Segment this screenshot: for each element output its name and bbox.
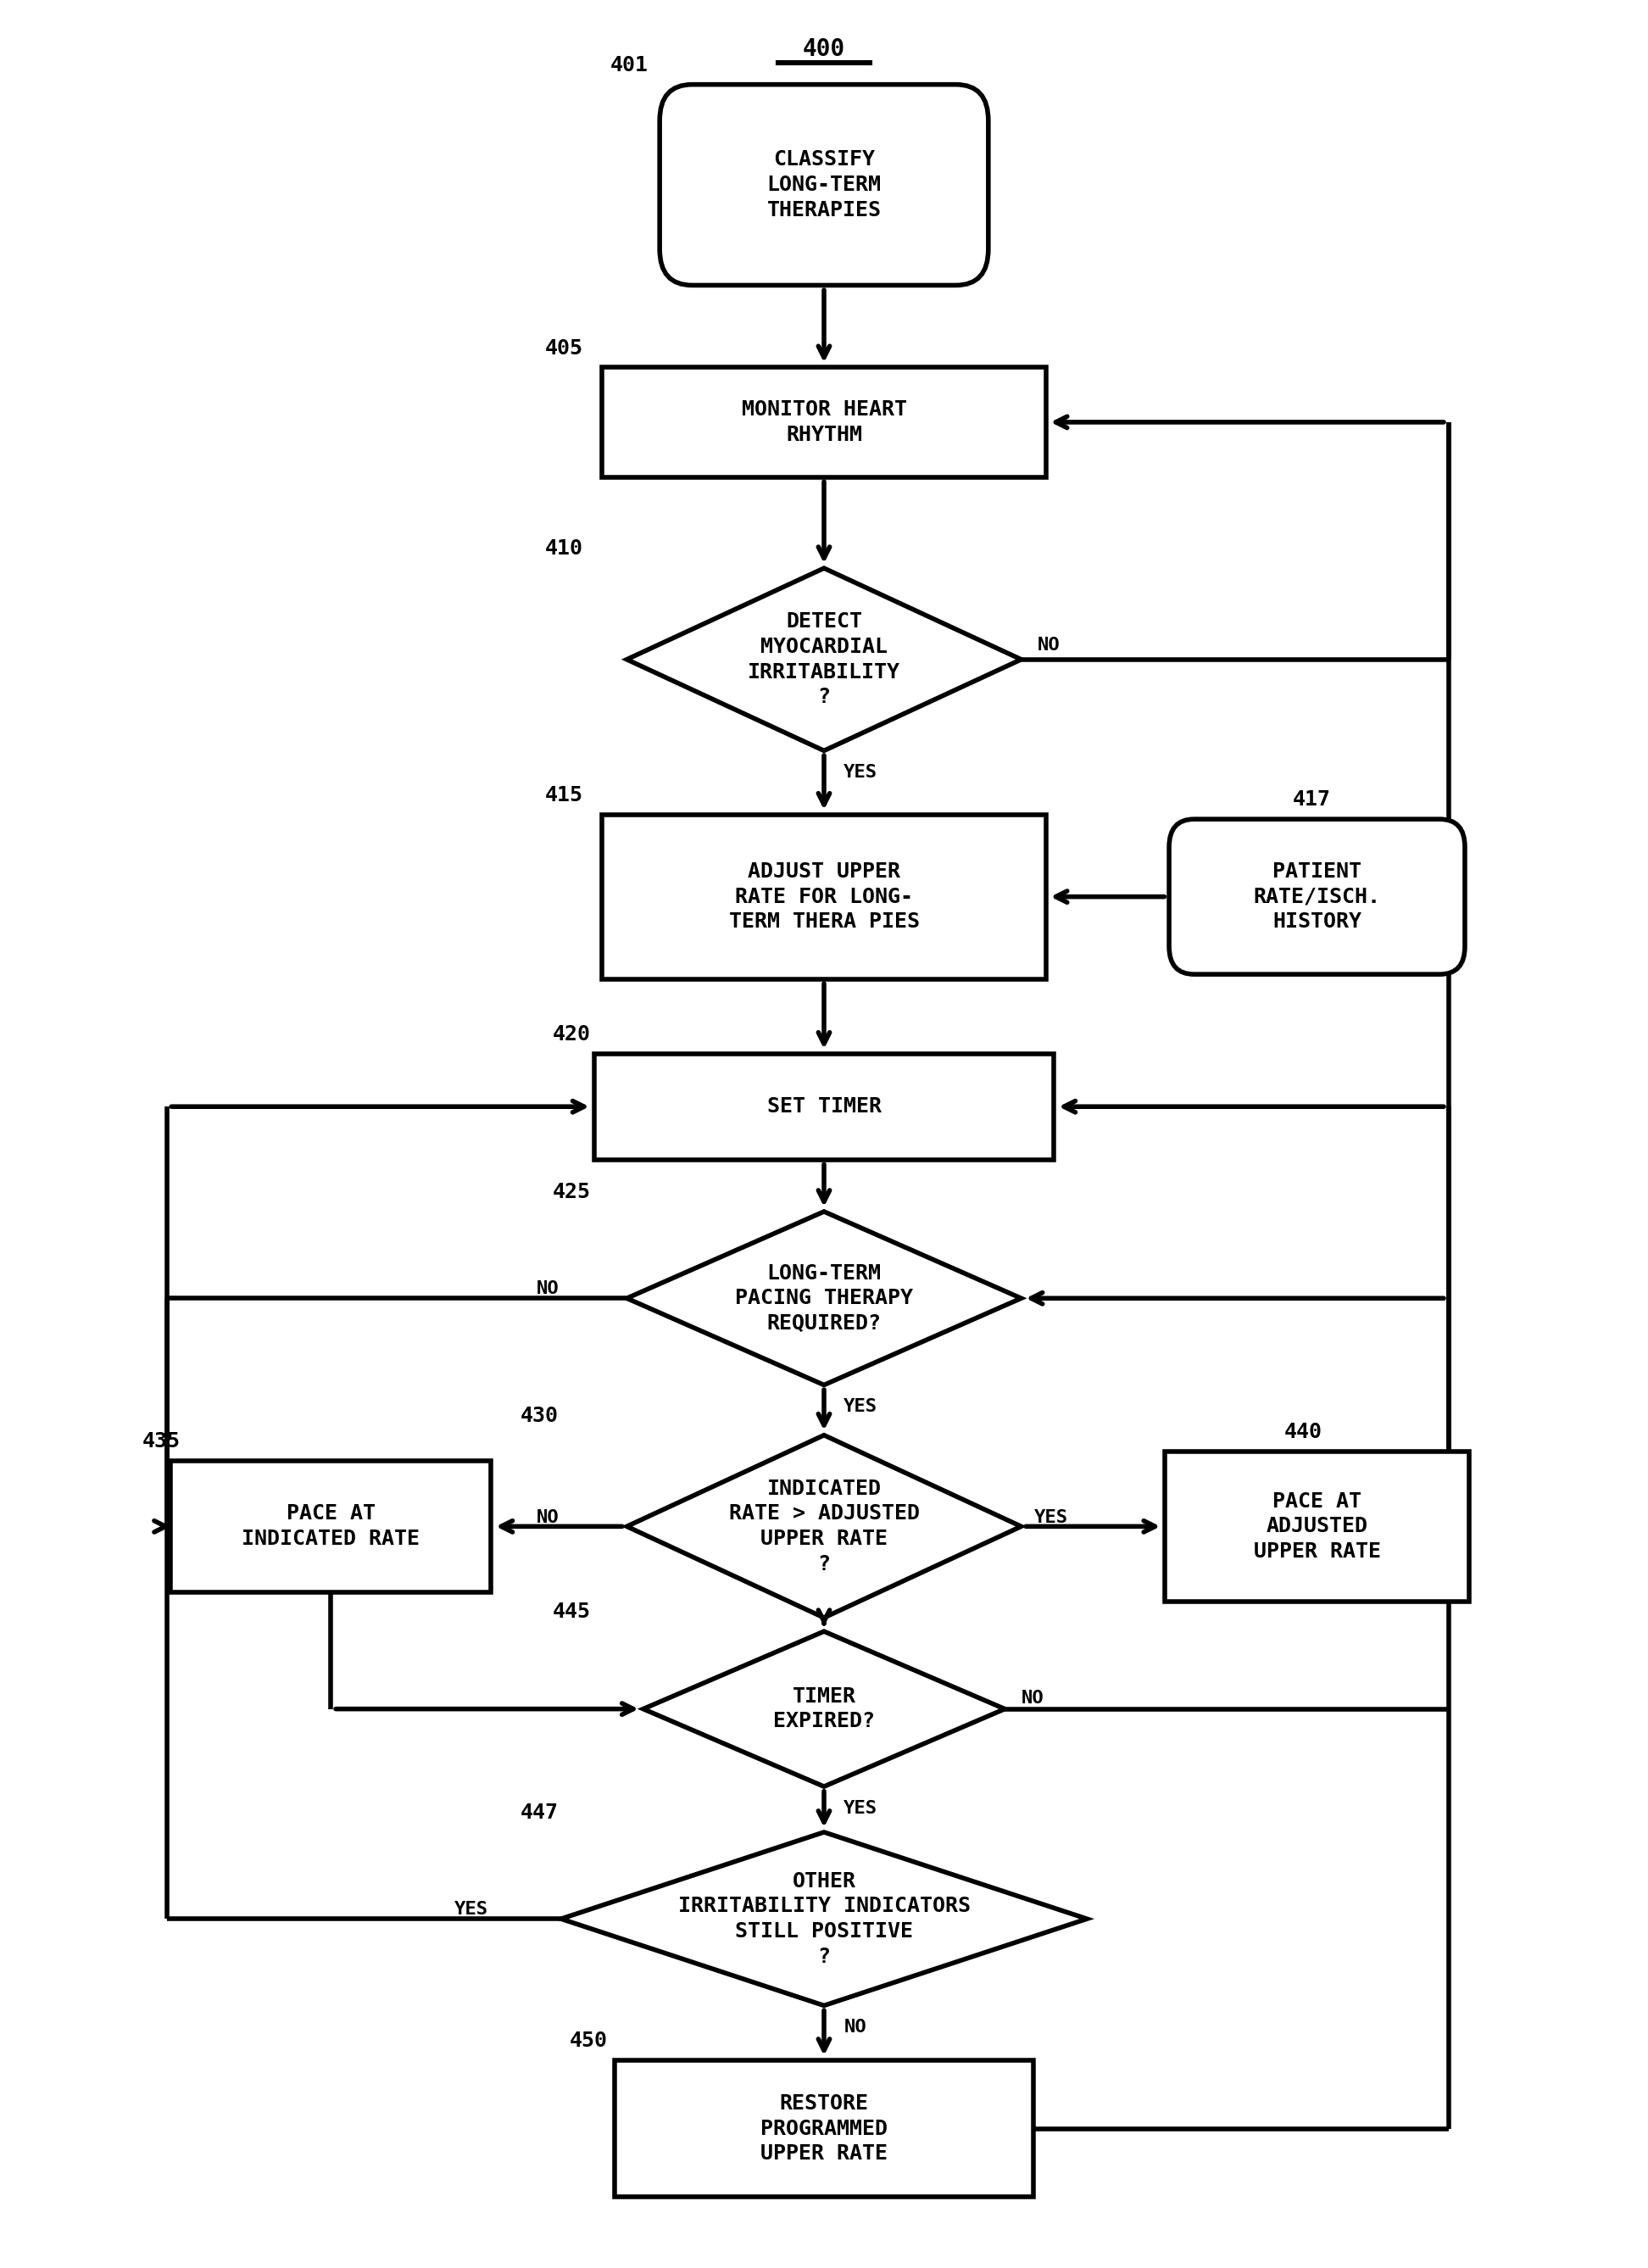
Text: TIMER
EXPIRED?: TIMER EXPIRED? (773, 1685, 875, 1733)
Text: SET TIMER: SET TIMER (766, 1095, 882, 1116)
Text: YES: YES (455, 1901, 488, 1919)
Text: NO: NO (1022, 1690, 1043, 1706)
Text: DETECT
MYOCARDIAL
IRRITABILITY
?: DETECT MYOCARDIAL IRRITABILITY ? (748, 612, 900, 708)
Text: 417: 417 (1292, 789, 1330, 810)
Bar (1165, 1452, 1468, 1601)
Text: MONITOR HEART
RHYTHM: MONITOR HEART RHYTHM (742, 399, 906, 445)
Text: 435: 435 (142, 1431, 180, 1452)
Polygon shape (643, 1631, 1005, 1787)
FancyBboxPatch shape (659, 84, 989, 286)
Text: YES: YES (844, 764, 878, 780)
Text: 430: 430 (521, 1406, 559, 1427)
Text: 420: 420 (552, 1025, 592, 1046)
Text: 410: 410 (544, 540, 583, 558)
Text: 415: 415 (544, 785, 583, 805)
Text: YES: YES (844, 1801, 878, 1817)
Text: YES: YES (1035, 1508, 1068, 1526)
Text: NO: NO (1038, 637, 1060, 653)
Text: 450: 450 (569, 2030, 608, 2050)
FancyBboxPatch shape (1168, 819, 1465, 975)
Text: INDICATED
RATE > ADJUSTED
UPPER RATE
?: INDICATED RATE > ADJUSTED UPPER RATE ? (728, 1479, 920, 1574)
Bar (615, 2059, 1033, 2198)
Text: 405: 405 (544, 338, 583, 358)
Bar (602, 814, 1046, 980)
Text: OTHER
IRRITABILITY INDICATORS
STILL POSITIVE
?: OTHER IRRITABILITY INDICATORS STILL POSI… (677, 1871, 971, 1966)
Text: NO: NO (537, 1281, 559, 1297)
Polygon shape (626, 1436, 1022, 1617)
Polygon shape (560, 1833, 1088, 2005)
Text: PACE AT
ADJUSTED
UPPER RATE: PACE AT ADJUSTED UPPER RATE (1254, 1490, 1381, 1563)
Text: NO: NO (537, 1508, 559, 1526)
Text: 440: 440 (1284, 1422, 1322, 1442)
Text: YES: YES (844, 1399, 878, 1415)
Text: RESTORE
PROGRAMMED
UPPER RATE: RESTORE PROGRAMMED UPPER RATE (760, 2093, 888, 2164)
Bar (171, 1461, 491, 1592)
Text: PACE AT
INDICATED RATE: PACE AT INDICATED RATE (242, 1504, 420, 1549)
Text: PATIENT
RATE/ISCH.
HISTORY: PATIENT RATE/ISCH. HISTORY (1254, 862, 1381, 932)
Text: 425: 425 (552, 1182, 592, 1202)
Text: ADJUST UPPER
RATE FOR LONG-
TERM THERA PIES: ADJUST UPPER RATE FOR LONG- TERM THERA P… (728, 862, 920, 932)
Text: LONG-TERM
PACING THERAPY
REQUIRED?: LONG-TERM PACING THERAPY REQUIRED? (735, 1263, 913, 1334)
Text: 401: 401 (610, 54, 649, 75)
Polygon shape (626, 1211, 1022, 1386)
Polygon shape (626, 569, 1022, 751)
Bar (593, 1055, 1055, 1159)
Text: NO: NO (844, 2019, 867, 2037)
Text: 445: 445 (552, 1601, 592, 1622)
Text: 400: 400 (803, 36, 845, 61)
Text: 447: 447 (521, 1803, 559, 1823)
Bar (602, 367, 1046, 476)
Text: CLASSIFY
LONG-TERM
THERAPIES: CLASSIFY LONG-TERM THERAPIES (766, 150, 882, 220)
